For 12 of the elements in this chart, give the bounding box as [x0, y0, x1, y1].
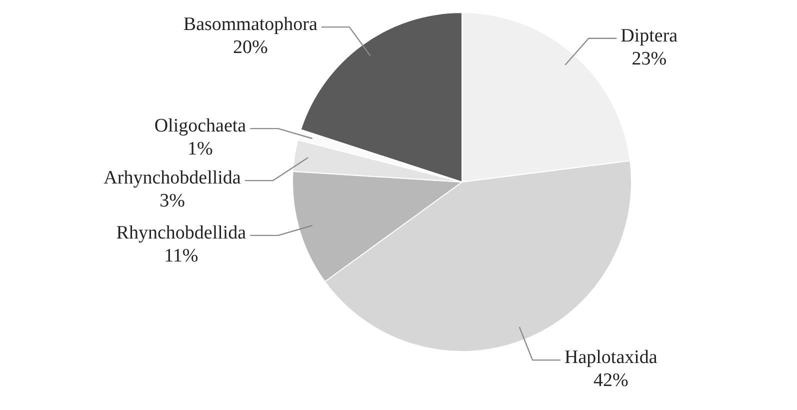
slice-label: Oligochaeta — [154, 116, 247, 137]
slice-label: Haplotaxida — [564, 347, 658, 368]
slice-label: Basommatophora — [183, 14, 318, 36]
data-label: 42% — [594, 370, 629, 392]
slice-label: Arhynchobdellida — [104, 168, 242, 189]
data-label: 1% — [188, 138, 214, 160]
data-label: 3% — [160, 190, 186, 212]
data-label: 23% — [632, 48, 667, 70]
data-label: 20% — [233, 37, 268, 58]
slice-label: Diptera — [620, 25, 678, 46]
data-label: 11% — [164, 245, 198, 266]
slice-label: Rhynchobdellida — [116, 222, 247, 244]
